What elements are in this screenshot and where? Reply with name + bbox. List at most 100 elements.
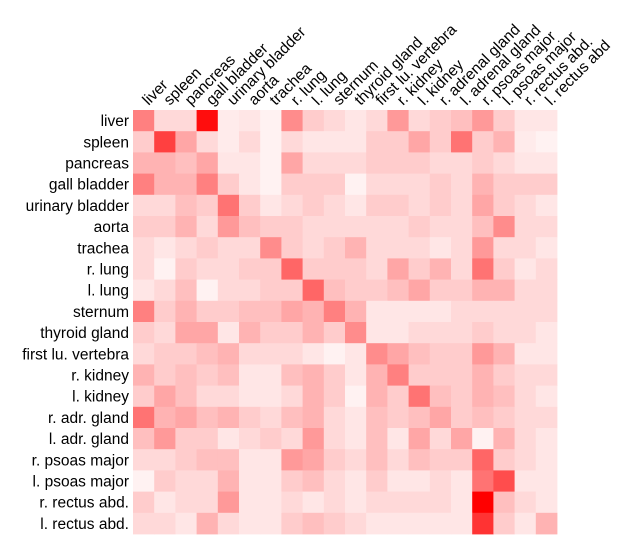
heatmap-cell — [133, 406, 155, 429]
heatmap-cell — [281, 343, 303, 365]
y-label-l-adr-gland: l. adr. gland — [49, 431, 129, 448]
heatmap-cell — [260, 449, 282, 471]
heatmap-cell — [451, 428, 473, 450]
heatmap-cell — [366, 237, 388, 259]
heatmap-cell — [387, 300, 409, 323]
heatmap-cell — [323, 343, 346, 365]
y-label-spleen: spleen — [83, 134, 129, 151]
heatmap-cell — [493, 322, 515, 344]
heatmap-cell — [302, 428, 325, 450]
heatmap-cell — [429, 110, 452, 132]
heatmap-cell — [281, 385, 303, 408]
heatmap-cell — [366, 449, 388, 471]
heatmap-cell — [196, 279, 219, 302]
heatmap-cell — [514, 131, 537, 153]
heatmap-cell — [345, 131, 367, 153]
heatmap-cell — [133, 258, 155, 280]
heatmap-cell — [408, 110, 431, 132]
heatmap-cell — [302, 364, 325, 386]
heatmap-cell — [217, 406, 240, 429]
heatmap-cell — [514, 449, 537, 471]
heatmap-cell — [133, 512, 155, 535]
heatmap-cell — [429, 449, 452, 471]
heatmap-cell — [175, 470, 197, 492]
heatmap-cell — [217, 364, 240, 386]
heatmap-cell — [472, 449, 494, 471]
heatmap-cell — [514, 173, 537, 196]
heatmap-cell — [260, 428, 282, 450]
heatmap-cell — [239, 449, 261, 471]
heatmap-cell — [514, 152, 537, 174]
heatmap-cell — [472, 512, 494, 535]
heatmap-cell — [387, 428, 409, 450]
heatmap-cell — [323, 470, 346, 492]
heatmap-cell — [493, 364, 515, 386]
heatmap-cell — [133, 470, 155, 492]
heatmap-cell — [535, 173, 558, 196]
heatmap-cell — [302, 152, 325, 174]
heatmap-cell — [239, 194, 261, 217]
heatmap-cell — [366, 300, 388, 323]
heatmap-cell — [175, 173, 197, 196]
heatmap-cell — [514, 343, 537, 365]
heatmap-cell — [535, 343, 558, 365]
heatmap-cell — [387, 194, 409, 217]
heatmap-cell — [535, 406, 558, 429]
heatmap-cell — [493, 449, 515, 471]
heatmap-cell — [154, 258, 176, 280]
heatmap-cell — [345, 237, 367, 259]
heatmap-cell — [154, 131, 176, 153]
heatmap-cell — [217, 173, 240, 196]
heatmap-cell — [535, 364, 558, 386]
heatmap-cell — [451, 173, 473, 196]
heatmap-cell — [408, 343, 431, 365]
heatmap-cell — [493, 279, 515, 302]
heatmap-cell — [493, 470, 515, 492]
heatmap-cell — [196, 237, 219, 259]
heatmap-cell — [260, 194, 282, 217]
heatmap-cell — [154, 385, 176, 408]
heatmap-cell — [217, 279, 240, 302]
heatmap-cell — [345, 194, 367, 217]
y-label-l-lung: l. lung — [88, 283, 129, 300]
heatmap-cell — [472, 343, 494, 365]
heatmap-cell — [175, 279, 197, 302]
heatmap-cell — [217, 258, 240, 280]
heatmap-cell — [535, 470, 558, 492]
heatmap-cell — [154, 428, 176, 450]
heatmap-cell — [175, 216, 197, 238]
heatmap-cell — [217, 194, 240, 217]
heatmap-cell — [133, 364, 155, 386]
heatmap-cell — [451, 322, 473, 344]
heatmap-cell — [535, 385, 558, 408]
heatmap-cell — [366, 279, 388, 302]
heatmap-cell — [345, 173, 367, 196]
heatmap-cell — [345, 279, 367, 302]
heatmap-cell — [154, 512, 176, 535]
heatmap-cell — [387, 152, 409, 174]
heatmap-cell — [196, 131, 219, 153]
heatmap-cell — [302, 258, 325, 280]
heatmap-cell — [514, 428, 537, 450]
heatmap-cell — [408, 152, 431, 174]
heatmap-cell — [133, 152, 155, 174]
heatmap-cell — [493, 258, 515, 280]
heatmap-cell — [387, 258, 409, 280]
heatmap-cell — [323, 173, 346, 196]
heatmap-cell — [302, 512, 325, 535]
heatmap-cell — [429, 237, 452, 259]
heatmap-cell — [387, 173, 409, 196]
heatmap-cell — [323, 131, 346, 153]
heatmap-cell — [451, 512, 473, 535]
heatmap-cell — [429, 152, 452, 174]
heatmap-cell — [493, 131, 515, 153]
heatmap-cell — [175, 152, 197, 174]
heatmap-cell — [345, 216, 367, 238]
heatmap-cell — [514, 385, 537, 408]
y-label-r-rectus-abd: r. rectus abd. — [39, 495, 129, 512]
heatmap-cell — [387, 110, 409, 132]
heatmap-cell — [217, 449, 240, 471]
heatmap-cell — [196, 512, 219, 535]
heatmap-cell — [154, 173, 176, 196]
heatmap-cell — [133, 385, 155, 408]
